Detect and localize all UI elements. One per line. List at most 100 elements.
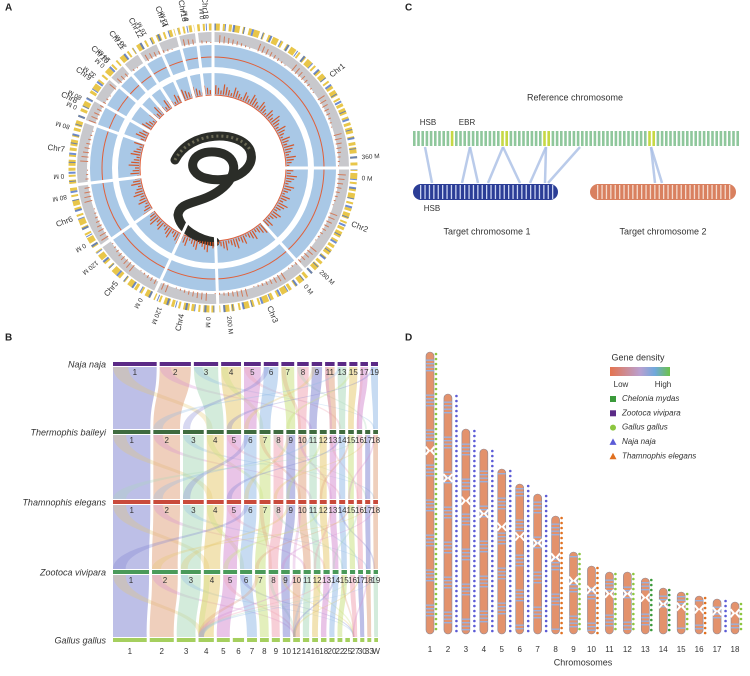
gene-marker bbox=[596, 566, 599, 570]
chromosome-segment bbox=[297, 362, 309, 366]
gene-marker bbox=[578, 582, 581, 586]
gene-marker bbox=[544, 584, 548, 588]
gene-marker bbox=[473, 564, 476, 568]
synteny-ribbon bbox=[356, 505, 363, 569]
chromosome-number: 4 bbox=[210, 576, 215, 585]
chromosome-segment bbox=[268, 570, 279, 574]
band bbox=[426, 615, 434, 617]
gene-marker bbox=[526, 559, 530, 563]
band bbox=[497, 609, 506, 611]
band bbox=[461, 443, 470, 445]
density-bar bbox=[133, 150, 141, 154]
gene-marker bbox=[508, 559, 512, 563]
density-bar bbox=[195, 88, 199, 96]
gene-marker bbox=[649, 613, 653, 617]
chromosome-number: 2 bbox=[173, 368, 178, 377]
band bbox=[426, 510, 434, 512]
gene-marker bbox=[560, 606, 563, 610]
band bbox=[426, 580, 434, 582]
chromosome-segment bbox=[309, 430, 317, 434]
gene-marker bbox=[455, 434, 458, 438]
density-bar bbox=[324, 224, 330, 228]
synteny-ribbon bbox=[281, 367, 296, 429]
density-bar bbox=[96, 224, 102, 228]
reference-band bbox=[623, 131, 626, 146]
gene-marker bbox=[491, 519, 494, 523]
synteny-ribbon bbox=[244, 367, 261, 429]
chromosome-number: 9 bbox=[315, 368, 320, 377]
band bbox=[530, 185, 532, 199]
synteny-ribbon bbox=[113, 435, 151, 499]
gene-marker bbox=[560, 581, 563, 585]
density-bar bbox=[283, 144, 295, 149]
density-bar bbox=[116, 249, 119, 253]
gene-marker bbox=[434, 402, 438, 406]
density-bar bbox=[82, 151, 89, 154]
target-label: Target chromosome 1 bbox=[443, 226, 530, 236]
band bbox=[720, 185, 722, 199]
gene-marker bbox=[473, 629, 476, 633]
centromere bbox=[586, 585, 597, 595]
chromosome-segment bbox=[356, 430, 363, 434]
chromosome-number: 15 bbox=[340, 576, 349, 585]
gene-marker bbox=[560, 536, 563, 540]
synteny-ribbon bbox=[286, 435, 323, 499]
chromosome-number: 14 bbox=[338, 436, 347, 445]
gene-marker bbox=[560, 631, 563, 635]
synteny-ribbon bbox=[149, 575, 178, 637]
gene-marker bbox=[508, 584, 512, 588]
gene-marker bbox=[508, 514, 512, 518]
synteny-link bbox=[547, 146, 581, 184]
band bbox=[461, 583, 470, 585]
gene-marker bbox=[473, 504, 476, 508]
band bbox=[641, 624, 650, 626]
density-bar bbox=[182, 39, 186, 47]
chromosome-number: 9 bbox=[289, 436, 294, 445]
gene-marker bbox=[473, 534, 476, 538]
gene-marker bbox=[614, 602, 617, 606]
synteny-ribbon bbox=[259, 435, 271, 499]
band bbox=[693, 185, 696, 199]
density-bar bbox=[232, 238, 237, 247]
chromosome-number: 4 bbox=[482, 645, 487, 654]
synteny-ribbon bbox=[302, 575, 311, 637]
gene-marker bbox=[434, 562, 438, 566]
chromosome-number: 3 bbox=[191, 436, 196, 445]
reference-band bbox=[644, 131, 647, 146]
density-bar bbox=[283, 143, 288, 146]
density-bar bbox=[309, 246, 317, 253]
gene-marker bbox=[596, 611, 599, 615]
species-name: Thamnophis elegans bbox=[22, 497, 106, 507]
synteny-ribbon bbox=[348, 367, 358, 429]
band bbox=[426, 359, 434, 361]
gene-marker bbox=[544, 564, 548, 568]
chromosome-number: 5 bbox=[221, 647, 226, 656]
density-bar bbox=[84, 195, 92, 199]
density-bar bbox=[274, 208, 278, 212]
density-bar bbox=[285, 150, 291, 154]
synteny-ribbon bbox=[268, 505, 284, 569]
gene-marker bbox=[455, 624, 458, 628]
centromere bbox=[478, 509, 490, 519]
chromosome-number: 1 bbox=[129, 506, 134, 515]
centromere bbox=[442, 473, 454, 483]
gene-marker bbox=[508, 529, 512, 533]
reference-band bbox=[564, 131, 567, 146]
chromosome-segment bbox=[337, 362, 347, 366]
synteny-ribbon bbox=[198, 575, 326, 637]
gene-marker bbox=[560, 586, 563, 590]
synteny-ribbon bbox=[281, 505, 296, 569]
density-bar bbox=[242, 92, 248, 101]
reference-band bbox=[686, 131, 689, 146]
synteny-ribbon bbox=[152, 505, 181, 569]
band bbox=[443, 506, 452, 508]
gene-marker bbox=[649, 628, 653, 632]
band bbox=[695, 624, 704, 626]
synteny-ribbon bbox=[298, 435, 307, 499]
band bbox=[587, 622, 596, 624]
gene-marker bbox=[491, 609, 494, 613]
density-bar bbox=[258, 101, 265, 111]
band bbox=[677, 596, 686, 598]
gene-marker bbox=[473, 609, 476, 613]
synteny-ribbon bbox=[180, 575, 355, 637]
